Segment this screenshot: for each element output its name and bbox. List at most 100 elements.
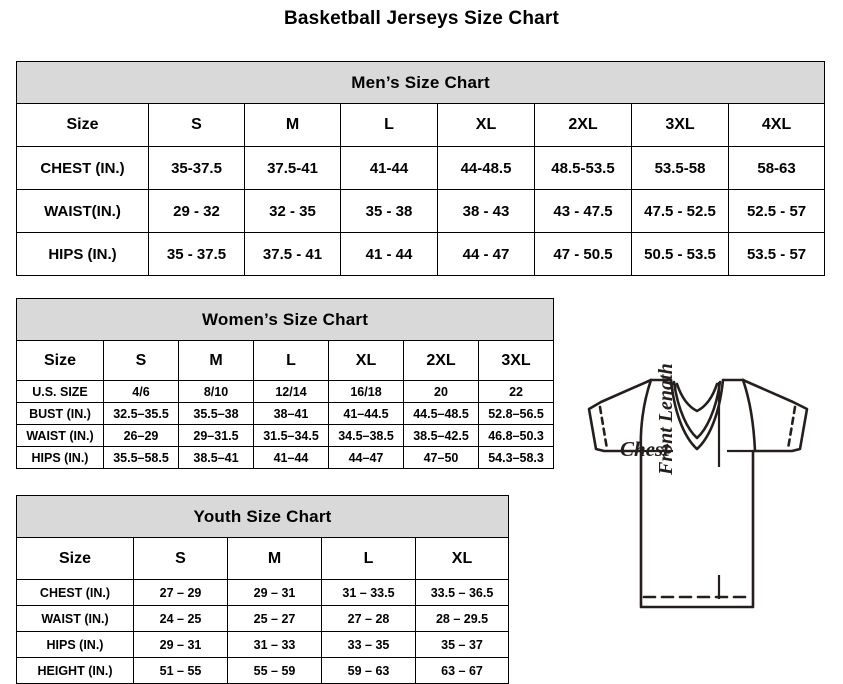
- womens-col-header-3xl: 3XL: [477, 340, 555, 381]
- right-sleeve-outline: [741, 378, 809, 453]
- womens-cell-us-size-m: 8/10: [178, 380, 254, 403]
- mens-cell-waist-4xl: 52.5 - 57: [727, 189, 826, 233]
- mens-chart-banner: Men’s Size Chart: [15, 61, 826, 104]
- mens-cell-waist-xl: 38 - 43: [437, 189, 535, 233]
- mens-column-header-row: Size S M L XL 2XL 3XL 4XL: [16, 103, 826, 147]
- table-row: BUST (IN.) 32.5–35.5 35.5–38 38–41 41–44…: [16, 402, 555, 425]
- front-length-measure-label: Front Length: [655, 363, 677, 475]
- mens-cell-waist-2xl: 43 - 47.5: [534, 189, 632, 233]
- mens-col-header-4xl: 4XL: [727, 103, 826, 147]
- womens-cell-us-size-l: 12/14: [253, 380, 329, 403]
- right-armhole-curve: [741, 378, 757, 453]
- table-row: WAIST (IN.) 24 – 25 25 – 27 27 – 28 28 –…: [16, 605, 510, 632]
- mens-cell-hips-xl: 44 - 47: [437, 232, 535, 276]
- youth-row-label-hips: HIPS (IN.): [16, 631, 134, 658]
- right-cuff-stitch: [786, 405, 797, 451]
- mens-cell-hips-4xl: 53.5 - 57: [727, 232, 826, 276]
- mens-cell-chest-4xl: 58-63: [727, 146, 826, 190]
- womens-cell-bust-l: 38–41: [253, 402, 329, 425]
- table-row: HEIGHT (IN.) 51 – 55 55 – 59 59 – 63 63 …: [16, 657, 510, 684]
- youth-cell-waist-m: 25 – 27: [227, 605, 322, 632]
- youth-col-header-l: L: [321, 537, 416, 580]
- mens-cell-waist-3xl: 47.5 - 52.5: [631, 189, 729, 233]
- womens-col-header-2xl: 2XL: [403, 340, 479, 381]
- youth-cell-hips-m: 31 – 33: [227, 631, 322, 658]
- mens-cell-chest-s: 35-37.5: [148, 146, 245, 190]
- youth-cell-chest-m: 29 – 31: [227, 579, 322, 606]
- womens-cell-us-size-xl: 16/18: [328, 380, 404, 403]
- table-row: WAIST(IN.) 29 - 32 32 - 35 35 - 38 38 - …: [16, 189, 826, 233]
- womens-col-header-xl: XL: [328, 340, 404, 381]
- mens-banner-row: Men’s Size Chart: [15, 61, 826, 104]
- mens-col-header-s: S: [148, 103, 245, 147]
- womens-cell-waist-2xl: 38.5–42.5: [403, 424, 479, 447]
- womens-cell-bust-m: 35.5–38: [178, 402, 254, 425]
- youth-cell-hips-l: 33 – 35: [321, 631, 416, 658]
- womens-banner-row: Women’s Size Chart: [15, 298, 555, 341]
- womens-cell-bust-s: 32.5–35.5: [103, 402, 179, 425]
- mens-cell-hips-l: 41 - 44: [340, 232, 438, 276]
- womens-cell-bust-2xl: 44.5–48.5: [403, 402, 479, 425]
- youth-cell-height-l: 59 – 63: [321, 657, 416, 684]
- jersey-shirt-icon: [587, 378, 809, 609]
- table-row: HIPS (IN.) 35.5–58.5 38.5–41 41–44 44–47…: [16, 446, 555, 469]
- v-neck-top-ring: [675, 382, 719, 413]
- mens-row-label-chest: CHEST (IN.): [16, 146, 149, 190]
- table-row: HIPS (IN.) 29 – 31 31 – 33 33 – 35 35 – …: [16, 631, 510, 658]
- mens-row-label-waist: WAIST(IN.): [16, 189, 149, 233]
- mens-col-header-m: M: [244, 103, 341, 147]
- mens-cell-chest-l: 41-44: [340, 146, 438, 190]
- mens-cell-hips-3xl: 50.5 - 53.5: [631, 232, 729, 276]
- womens-cell-hips-3xl: 54.3–58.3: [477, 446, 555, 469]
- mens-cell-chest-3xl: 53.5-58: [631, 146, 729, 190]
- left-armhole-curve: [639, 378, 653, 453]
- table-row: WAIST (IN.) 26–29 29–31.5 31.5–34.5 34.5…: [16, 424, 555, 447]
- youth-cell-hips-xl: 35 – 37: [414, 631, 510, 658]
- youth-row-label-waist: WAIST (IN.): [16, 605, 134, 632]
- womens-col-header-s: S: [103, 340, 179, 381]
- table-row: CHEST (IN.) 35-37.5 37.5-41 41-44 44-48.…: [16, 146, 826, 190]
- left-sleeve-outline: [587, 378, 653, 453]
- womens-col-header-m: M: [178, 340, 254, 381]
- mens-col-header-3xl: 3XL: [631, 103, 729, 147]
- youth-col-header-s: S: [133, 537, 228, 580]
- womens-chart-banner: Women’s Size Chart: [15, 298, 555, 341]
- page-title: Basketball Jerseys Size Chart: [283, 8, 560, 29]
- womens-cell-waist-m: 29–31.5: [178, 424, 254, 447]
- table-row: HIPS (IN.) 35 - 37.5 37.5 - 41 41 - 44 4…: [16, 232, 826, 276]
- mens-row-label-hips: HIPS (IN.): [16, 232, 149, 276]
- youth-cell-height-s: 51 – 55: [133, 657, 228, 684]
- womens-cell-waist-s: 26–29: [103, 424, 179, 447]
- youth-cell-waist-s: 24 – 25: [133, 605, 228, 632]
- shirt-body-outline: [639, 449, 755, 609]
- mens-col-header-2xl: 2XL: [534, 103, 632, 147]
- womens-row-label-hips: HIPS (IN.): [16, 446, 104, 469]
- womens-cell-waist-l: 31.5–34.5: [253, 424, 329, 447]
- mens-cell-chest-2xl: 48.5-53.5: [534, 146, 632, 190]
- youth-col-header-size: Size: [16, 537, 134, 580]
- womens-cell-hips-s: 35.5–58.5: [103, 446, 179, 469]
- womens-cell-waist-xl: 34.5–38.5: [328, 424, 404, 447]
- youth-row-label-chest: CHEST (IN.): [16, 579, 134, 606]
- table-row: CHEST (IN.) 27 – 29 29 – 31 31 – 33.5 33…: [16, 579, 510, 606]
- chest-measure-label: Chest: [620, 437, 670, 461]
- mens-cell-waist-m: 32 - 35: [244, 189, 341, 233]
- mens-size-chart-table: Men’s Size Chart Size S M L XL 2XL 3XL 4…: [15, 61, 826, 276]
- mens-cell-hips-2xl: 47 - 50.5: [534, 232, 632, 276]
- mens-cell-waist-l: 35 - 38: [340, 189, 438, 233]
- youth-chart-banner: Youth Size Chart: [15, 495, 510, 538]
- womens-row-label-us-size: U.S. SIZE: [16, 380, 104, 403]
- youth-size-chart-table: Youth Size Chart Size S M L XL CHEST (IN…: [15, 495, 510, 684]
- womens-cell-us-size-s: 4/6: [103, 380, 179, 403]
- youth-cell-chest-xl: 33.5 – 36.5: [414, 579, 510, 606]
- womens-col-header-l: L: [253, 340, 329, 381]
- youth-cell-hips-s: 29 – 31: [133, 631, 228, 658]
- mens-cell-chest-xl: 44-48.5: [437, 146, 535, 190]
- table-row: U.S. SIZE 4/6 8/10 12/14 16/18 20 22: [16, 380, 555, 403]
- womens-cell-hips-2xl: 47–50: [403, 446, 479, 469]
- womens-cell-bust-xl: 41–44.5: [328, 402, 404, 425]
- mens-col-header-l: L: [340, 103, 438, 147]
- womens-row-label-bust: BUST (IN.): [16, 402, 104, 425]
- youth-column-header-row: Size S M L XL: [16, 537, 510, 580]
- youth-col-header-m: M: [227, 537, 322, 580]
